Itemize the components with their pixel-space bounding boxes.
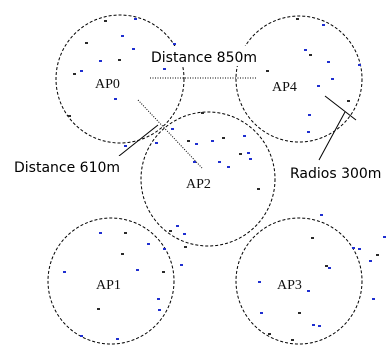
ap-label-ap3: AP3 [277,278,302,293]
station-node [358,248,361,250]
station-node [121,253,124,255]
station-node [369,260,372,262]
station-node [328,267,331,269]
station-node [376,254,379,256]
station-node [114,98,117,100]
station-node [201,112,204,114]
station-node [307,131,310,133]
station-node [157,298,160,300]
station-node [268,333,271,335]
station-node [85,42,88,44]
station-node [358,64,361,66]
station-node [136,269,139,271]
station-node [104,20,107,22]
station-node [311,237,314,239]
station-node [183,233,186,235]
radius-label: Radios 300m [290,166,381,182]
ap-labels: AP0 AP4 AP2 AP1 AP3 [95,77,302,293]
station-node [134,18,137,20]
station-node [99,60,102,62]
station-node [239,153,242,155]
station-node [222,137,225,139]
station-node [347,100,350,102]
station-node [291,339,294,341]
station-node [195,143,198,145]
station-node [155,142,158,144]
station-node [158,309,161,311]
station-node [118,59,121,61]
station-node [249,158,252,160]
station-node [163,68,166,70]
station-node [258,281,261,283]
guide-lines [119,78,356,168]
station-node [173,43,176,45]
coverage-circle-ap4 [236,16,362,142]
station-node [73,73,76,75]
station-node [124,145,127,147]
station-node [320,214,323,216]
station-node [124,232,127,234]
station-node [68,115,71,117]
station-node [80,335,83,337]
station-node [218,161,221,163]
radius-leader-line [319,112,345,160]
station-node [322,24,325,26]
station-node [304,49,307,51]
station-node [184,246,187,248]
station-node [308,114,311,116]
ap-label-ap2: AP2 [186,177,211,192]
station-node [307,290,310,292]
station-node [97,308,100,310]
diagonal-distance-line [138,100,202,168]
station-node [99,232,102,234]
station-node [193,161,196,163]
station-node [325,265,328,267]
coverage-circle-ap0 [56,15,184,143]
station-node [116,338,119,340]
station-node [331,78,334,80]
station-node [211,140,214,142]
ap-label-ap0: AP0 [95,77,120,92]
station-node [180,264,183,266]
station-node [352,247,355,249]
station-node [309,54,312,56]
station-node [327,61,330,63]
station-node [176,225,179,227]
station-node [243,135,246,137]
diagonal-pointer-line [119,125,158,156]
station-node [169,230,172,232]
station-node [63,271,66,273]
ap-label-ap4: AP4 [272,80,297,95]
station-node [257,188,260,190]
station-node [163,248,166,250]
station-node [298,312,301,314]
distance-850-label: Distance 850m [151,50,257,66]
ap-label-ap1: AP1 [96,278,121,293]
station-node [121,35,124,37]
station-node [383,236,386,238]
station-node [260,312,263,314]
radius-pointer-line [325,96,356,120]
distance-610-label: Distance 610m [14,160,120,176]
station-node [147,243,150,245]
station-node [132,48,135,50]
station-node [162,271,165,273]
station-node [372,298,375,300]
station-node [318,325,321,327]
station-node [317,85,320,87]
station-node [312,324,315,326]
station-node [247,152,250,154]
station-node [187,140,190,142]
station-node [266,70,269,72]
station-node [80,70,83,72]
station-node [171,128,174,130]
station-node [296,18,299,20]
station-node [227,166,230,168]
